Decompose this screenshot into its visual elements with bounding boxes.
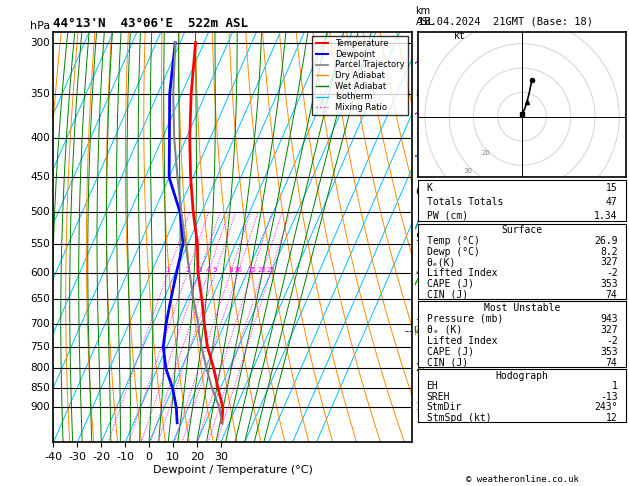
Text: 8: 8 xyxy=(416,89,422,99)
Text: StmDir: StmDir xyxy=(426,402,462,412)
Text: EH: EH xyxy=(426,381,438,391)
Text: 750: 750 xyxy=(30,342,50,352)
Text: 15: 15 xyxy=(248,267,257,273)
Text: 400: 400 xyxy=(30,133,50,143)
Text: © weatheronline.co.uk: © weatheronline.co.uk xyxy=(465,474,579,484)
Text: 20: 20 xyxy=(258,267,267,273)
Text: 1: 1 xyxy=(416,402,422,412)
Text: 650: 650 xyxy=(30,295,50,304)
Text: -2: -2 xyxy=(606,268,618,278)
Text: Totals Totals: Totals Totals xyxy=(426,197,503,207)
Text: Dewp (°C): Dewp (°C) xyxy=(426,246,479,257)
Text: 327: 327 xyxy=(600,257,618,267)
Text: 353: 353 xyxy=(600,279,618,289)
Text: PW (cm): PW (cm) xyxy=(426,210,468,221)
Text: CIN (J): CIN (J) xyxy=(426,358,468,367)
Text: 25: 25 xyxy=(266,267,275,273)
Text: 3: 3 xyxy=(416,319,422,329)
Text: Temp (°C): Temp (°C) xyxy=(426,236,479,246)
Text: 327: 327 xyxy=(600,325,618,335)
Text: 10: 10 xyxy=(233,267,242,273)
Text: 1.34: 1.34 xyxy=(594,210,618,221)
Text: 900: 900 xyxy=(30,402,50,412)
Text: 6: 6 xyxy=(416,187,422,197)
Text: Surface: Surface xyxy=(501,225,543,235)
Text: Most Unstable: Most Unstable xyxy=(484,303,560,313)
Text: 74: 74 xyxy=(606,358,618,367)
Text: 7: 7 xyxy=(416,133,422,143)
Text: 2: 2 xyxy=(416,363,422,373)
Text: 450: 450 xyxy=(30,173,50,182)
Text: 2: 2 xyxy=(185,267,189,273)
Text: CAPE (J): CAPE (J) xyxy=(426,279,474,289)
Text: Pressure (mb): Pressure (mb) xyxy=(426,314,503,324)
Text: 600: 600 xyxy=(30,268,50,278)
Text: 943: 943 xyxy=(600,314,618,324)
Text: Mixing Ratio (g/kg): Mixing Ratio (g/kg) xyxy=(431,194,440,280)
Text: 20: 20 xyxy=(482,150,491,156)
Text: 30: 30 xyxy=(464,168,472,174)
Text: 350: 350 xyxy=(30,89,50,99)
Text: 1: 1 xyxy=(165,267,170,273)
Text: 18.04.2024  21GMT (Base: 18): 18.04.2024 21GMT (Base: 18) xyxy=(418,17,593,27)
Text: 700: 700 xyxy=(30,319,50,329)
Text: kt: kt xyxy=(454,31,466,41)
Text: 800: 800 xyxy=(30,363,50,373)
Text: 5: 5 xyxy=(213,267,217,273)
Text: 15: 15 xyxy=(606,183,618,193)
X-axis label: Dewpoint / Temperature (°C): Dewpoint / Temperature (°C) xyxy=(153,465,313,475)
Text: hPa: hPa xyxy=(30,21,50,31)
Text: 1: 1 xyxy=(611,381,618,391)
Text: 850: 850 xyxy=(30,383,50,393)
Text: 5: 5 xyxy=(416,233,422,243)
Text: 353: 353 xyxy=(600,347,618,357)
Text: Lifted Index: Lifted Index xyxy=(426,336,497,346)
Text: 26.9: 26.9 xyxy=(594,236,618,246)
Legend: Temperature, Dewpoint, Parcel Trajectory, Dry Adiabat, Wet Adiabat, Isotherm, Mi: Temperature, Dewpoint, Parcel Trajectory… xyxy=(313,36,408,115)
Text: km
ASL: km ASL xyxy=(416,6,434,28)
Text: LCL: LCL xyxy=(413,327,428,335)
Text: 8: 8 xyxy=(228,267,233,273)
Text: 44°13'N  43°06'E  522m ASL: 44°13'N 43°06'E 522m ASL xyxy=(53,17,248,31)
Text: 4: 4 xyxy=(416,268,422,278)
Text: 4: 4 xyxy=(206,267,210,273)
Text: CIN (J): CIN (J) xyxy=(426,290,468,299)
Text: SREH: SREH xyxy=(426,392,450,401)
Text: 243°: 243° xyxy=(594,402,618,412)
Text: 3: 3 xyxy=(197,267,201,273)
Text: 74: 74 xyxy=(606,290,618,299)
Text: 47: 47 xyxy=(606,197,618,207)
Text: 550: 550 xyxy=(30,239,50,249)
Text: θₑ (K): θₑ (K) xyxy=(426,325,462,335)
Text: 12: 12 xyxy=(606,413,618,423)
Text: K: K xyxy=(426,183,433,193)
Text: 300: 300 xyxy=(30,38,50,48)
Text: -2: -2 xyxy=(606,336,618,346)
Text: CAPE (J): CAPE (J) xyxy=(426,347,474,357)
Text: 500: 500 xyxy=(30,208,50,217)
Text: StmSpd (kt): StmSpd (kt) xyxy=(426,413,491,423)
Text: Hodograph: Hodograph xyxy=(496,371,548,381)
Text: Lifted Index: Lifted Index xyxy=(426,268,497,278)
Text: -13: -13 xyxy=(600,392,618,401)
Text: θₑ(K): θₑ(K) xyxy=(426,257,456,267)
Text: 8.2: 8.2 xyxy=(600,246,618,257)
